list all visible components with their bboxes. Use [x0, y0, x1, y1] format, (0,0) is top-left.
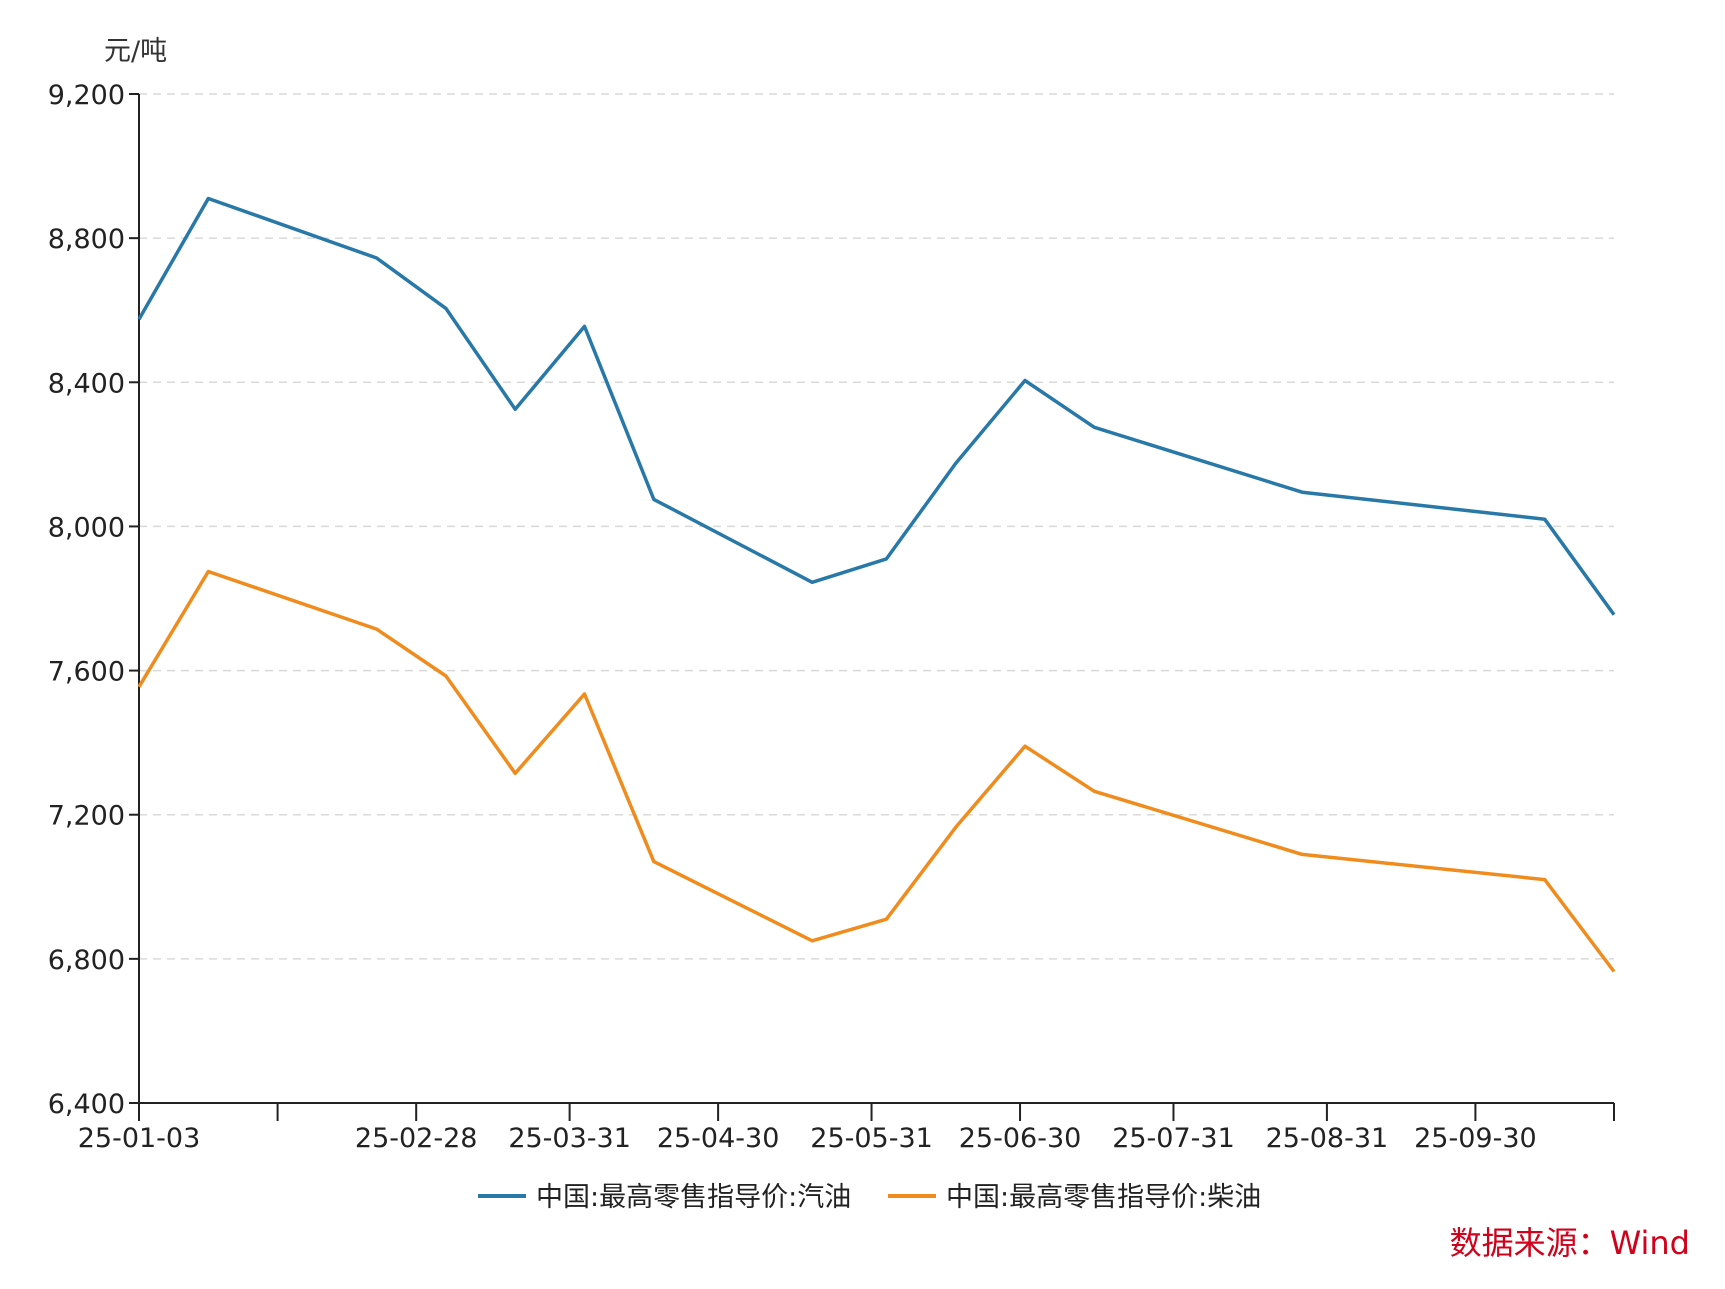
y-tick-label: 6,400 — [48, 1089, 125, 1120]
series-lines — [137, 196, 1616, 973]
legend-label-2: 中国:最高零售指导价:柴油 — [946, 1182, 1261, 1213]
y-tick-label: 9,200 — [48, 80, 125, 111]
x-tick-label: 25-06-30 — [959, 1123, 1082, 1154]
y-tick-label: 8,000 — [48, 512, 125, 543]
x-tick-label: 25-08-31 — [1266, 1123, 1389, 1154]
legend-label-1: 中国:最高零售指导价:汽油 — [536, 1182, 851, 1213]
y-tick-label: 7,600 — [48, 657, 125, 688]
data-source-note: 数据来源：Wind — [1450, 1224, 1690, 1262]
grid-lines — [139, 93, 1614, 960]
x-tick-label: 25-07-31 — [1112, 1123, 1235, 1154]
y-tick-label: 8,800 — [48, 224, 125, 255]
y-tick-label: 6,800 — [48, 945, 125, 976]
x-tick-label: 25-04-30 — [657, 1123, 780, 1154]
x-tick-label: 25-03-31 — [508, 1123, 631, 1154]
x-tick-label: 25-05-31 — [810, 1123, 933, 1154]
y-axis: 6,400 6,800 7,200 7,600 8,000 8,400 8,800 9,200 — [48, 80, 140, 1120]
y-tick-label: 7,200 — [48, 801, 125, 832]
x-tick-label: 25-02-28 — [355, 1123, 478, 1154]
series-line-2 — [137, 569, 1616, 973]
legend: 中国:最高零售指导价:汽油 中国:最高零售指导价:柴油 — [478, 1182, 1261, 1213]
x-axis: 25-01-03 25-02-28 25-03-31 25-04-30 25-05-31… — [78, 1102, 1615, 1154]
series-line-1 — [137, 196, 1616, 616]
x-tick-label: 25-01-03 — [78, 1123, 201, 1154]
y-tick-label: 8,400 — [48, 368, 125, 399]
y-axis-unit-label: 元/吨 — [104, 36, 167, 67]
x-tick-label: 25-09-30 — [1414, 1123, 1537, 1154]
